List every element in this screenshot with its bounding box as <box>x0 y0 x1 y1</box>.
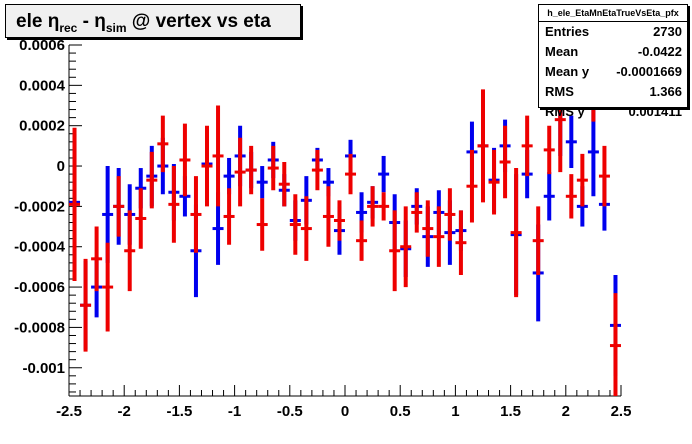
x-tick-label: -0.5 <box>277 403 303 420</box>
stats-label: Mean <box>545 44 579 59</box>
stats-label: RMS y <box>545 104 585 119</box>
stats-row-rms: RMS 1.366 <box>539 82 687 102</box>
chart-title: ele ηrec - ηsim @ vertex vs eta <box>5 4 301 38</box>
title-sub-sim: sim <box>105 21 127 35</box>
stats-value: 0.001411 <box>628 104 682 119</box>
x-tick-label: -1.5 <box>166 403 192 420</box>
stats-value: 2730 <box>653 24 682 39</box>
stats-value: -0.0001669 <box>616 64 682 79</box>
x-tick-label: 0.5 <box>390 403 411 420</box>
x-tick-label: -2 <box>118 403 131 420</box>
y-tick-label: 0 <box>57 158 65 175</box>
stats-box: h_ele_EtaMnEtaTrueVsEta_pfx Entries 2730 … <box>538 4 688 119</box>
y-tick-label: -0.0006 <box>14 279 65 296</box>
stats-row-entries: Entries 2730 <box>539 22 687 42</box>
x-tick-label: 2 <box>562 403 570 420</box>
title-eta-rec: η <box>47 11 60 32</box>
x-tick-label: 1 <box>451 403 459 420</box>
stats-row-mean-y: Mean y -0.0001669 <box>539 62 687 82</box>
y-tick-label: -0.0004 <box>14 239 66 256</box>
x-tick-label: 1.5 <box>500 403 521 420</box>
stats-value: 1.366 <box>649 84 682 99</box>
stats-histogram-name: h_ele_EtaMnEtaTrueVsEta_pfx <box>539 5 687 22</box>
x-tick-label: -1 <box>228 403 241 420</box>
y-tick-label: -0.0002 <box>14 198 65 215</box>
stats-row-mean: Mean -0.0422 <box>539 42 687 62</box>
stats-row-rms-y: RMS y 0.001411 <box>539 102 687 122</box>
title-eta-sim: η <box>94 11 106 32</box>
title-mid: - <box>77 11 95 32</box>
stats-value: -0.0422 <box>637 44 682 59</box>
stats-label: RMS <box>545 84 574 99</box>
y-tick-label: 0.0006 <box>19 37 65 54</box>
y-tick-label: 0.0002 <box>19 118 65 135</box>
y-tick-label: 0.0004 <box>19 77 66 94</box>
title-suffix: @ vertex vs eta <box>126 11 271 32</box>
x-tick-label: -2.5 <box>56 403 82 420</box>
x-tick-label: 2.5 <box>611 403 632 420</box>
title-sub-rec: rec <box>59 21 78 35</box>
stats-label: Mean y <box>545 64 590 79</box>
x-tick-label: 0 <box>341 403 349 420</box>
y-tick-label: -0.0008 <box>14 319 65 336</box>
stats-label: Entries <box>545 24 590 39</box>
title-prefix: ele <box>16 11 48 32</box>
y-tick-label: -0.001 <box>22 360 65 377</box>
